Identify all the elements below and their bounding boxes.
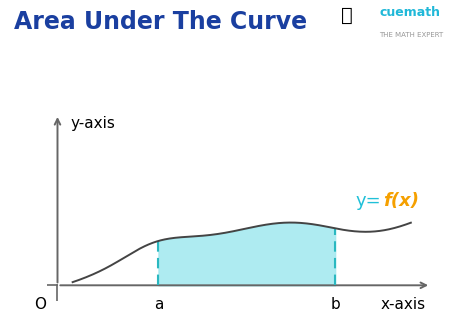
Text: y-axis: y-axis (70, 116, 115, 131)
Text: f(x): f(x) (383, 192, 419, 210)
Text: O: O (34, 297, 46, 312)
Text: a: a (154, 297, 163, 312)
Text: THE MATH EXPERT: THE MATH EXPERT (379, 32, 444, 38)
Text: x-axis: x-axis (381, 297, 426, 312)
Text: cuemath: cuemath (379, 6, 440, 19)
Text: y=: y= (356, 192, 381, 210)
Text: Area Under The Curve: Area Under The Curve (14, 10, 307, 34)
Text: 🚀: 🚀 (341, 6, 353, 25)
Text: b: b (330, 297, 340, 312)
